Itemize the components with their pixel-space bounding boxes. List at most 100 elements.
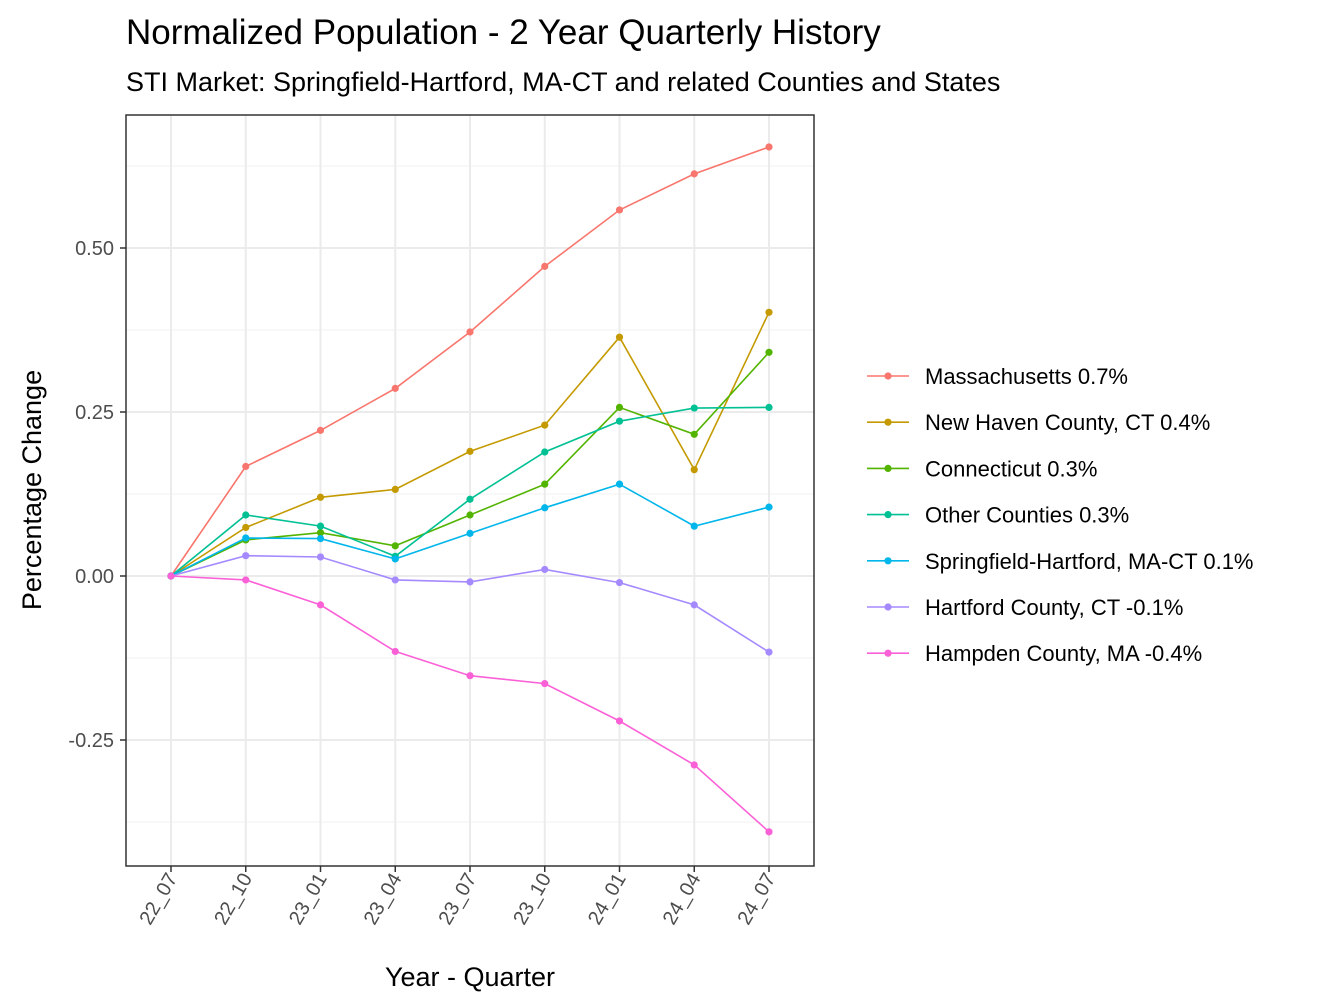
- data-point: [690, 466, 698, 474]
- data-point: [391, 384, 399, 392]
- data-point: [615, 333, 624, 341]
- data-point: [690, 170, 698, 178]
- data-point: [466, 447, 474, 455]
- legend-key-point: [884, 510, 892, 519]
- data-point: [765, 143, 773, 151]
- data-point: [690, 601, 698, 609]
- data-point: [541, 565, 549, 574]
- data-point: [391, 542, 399, 550]
- data-point: [466, 495, 474, 503]
- x-axis-title: Year - Quarter: [385, 962, 555, 992]
- data-point: [391, 555, 399, 563]
- data-point: [466, 578, 474, 586]
- data-point: [690, 430, 698, 438]
- data-point: [316, 529, 325, 537]
- data-point: [615, 403, 624, 412]
- data-point: [242, 576, 250, 584]
- data-point: [541, 480, 549, 488]
- data-point: [391, 485, 399, 494]
- y-tick-label: -0.25: [68, 730, 114, 752]
- data-point: [316, 493, 325, 501]
- data-point: [765, 828, 773, 836]
- series-0: [167, 143, 773, 580]
- legend-key-point: [884, 418, 892, 426]
- y-axis: -0.25 0.00 0.25 0.50: [68, 238, 126, 752]
- legend-item: Connecticut 0.3%: [867, 456, 1097, 481]
- x-tick-label: 24_01: [584, 870, 631, 929]
- data-point: [765, 348, 773, 356]
- data-point: [242, 511, 250, 519]
- data-point: [167, 572, 175, 580]
- x-tick-label: 23_04: [360, 870, 407, 929]
- legend-item: Other Counties 0.3%: [867, 503, 1129, 528]
- legend-label: Other Counties 0.3%: [925, 503, 1129, 528]
- chart-subtitle: STI Market: Springfield-Hartford, MA-CT …: [126, 67, 1000, 97]
- legend-label: Springfield-Hartford, MA-CT 0.1%: [925, 549, 1254, 574]
- data-point: [541, 262, 549, 270]
- legend-key-point: [884, 557, 892, 565]
- data-point: [615, 717, 624, 725]
- data-point: [466, 672, 474, 680]
- data-point: [316, 522, 325, 530]
- data-point: [316, 426, 325, 434]
- legend-item: Hampden County, MA -0.4%: [867, 641, 1202, 666]
- data-point: [690, 404, 698, 412]
- data-point: [541, 448, 549, 456]
- legend-label: Hartford County, CT -0.1%: [925, 595, 1183, 620]
- data-point: [615, 578, 624, 587]
- legend-key-point: [884, 372, 892, 380]
- x-tick-label: 22_10: [210, 870, 257, 929]
- data-point: [466, 511, 474, 519]
- data-point: [316, 553, 325, 561]
- data-point: [242, 462, 250, 471]
- data-point: [316, 535, 325, 543]
- data-point: [765, 308, 773, 316]
- y-tick-label: 0.25: [75, 402, 114, 424]
- data-point: [242, 534, 250, 542]
- data-point: [242, 523, 250, 532]
- plot-panel: [125, 114, 815, 867]
- y-tick-label: 0.00: [75, 566, 114, 588]
- y-tick-label: 0.50: [75, 238, 114, 260]
- data-point: [541, 421, 549, 429]
- legend: Massachusetts 0.7% New Haven County, CT 0…: [867, 364, 1254, 666]
- data-point: [541, 504, 549, 512]
- legend-label: Connecticut 0.3%: [925, 456, 1097, 481]
- legend-label: Hampden County, MA -0.4%: [925, 641, 1202, 666]
- legend-item: New Haven County, CT 0.4%: [867, 410, 1210, 435]
- y-axis-title: Percentage Change: [17, 370, 47, 610]
- data-point: [391, 576, 399, 584]
- x-tick-label: 23_01: [285, 870, 332, 929]
- x-axis: 22_07 22_10 23_01 23_04 23_07 23_10 24_01 24_04…: [135, 866, 780, 929]
- chart-title: Normalized Population - 2 Year Quarterly…: [126, 13, 881, 52]
- legend-item: Massachusetts 0.7%: [867, 364, 1128, 389]
- data-point: [242, 552, 250, 560]
- data-point: [391, 647, 399, 656]
- legend-item: Springfield-Hartford, MA-CT 0.1%: [867, 549, 1254, 574]
- data-point: [615, 206, 624, 214]
- data-point: [690, 522, 698, 530]
- data-point: [765, 503, 773, 511]
- data-point: [316, 601, 325, 609]
- data-point: [765, 648, 773, 656]
- legend-label: New Haven County, CT 0.4%: [925, 410, 1210, 435]
- x-tick-label: 22_07: [135, 870, 182, 929]
- x-tick-label: 24_07: [733, 870, 780, 929]
- data-point: [466, 328, 474, 336]
- legend-key-point: [884, 603, 892, 611]
- legend-key-point: [884, 649, 892, 657]
- x-tick-label: 24_04: [659, 870, 706, 929]
- data-point: [615, 480, 624, 488]
- data-point: [765, 403, 773, 412]
- legend-item: Hartford County, CT -0.1%: [867, 595, 1183, 620]
- data-point: [615, 417, 624, 425]
- data-point: [541, 679, 549, 688]
- x-tick-label: 23_10: [509, 870, 556, 929]
- series-layer: [167, 143, 773, 836]
- x-tick-label: 23_07: [434, 870, 481, 929]
- data-point: [466, 529, 474, 537]
- legend-label: Massachusetts 0.7%: [925, 364, 1128, 389]
- legend-key-point: [884, 464, 892, 472]
- series-6: [167, 572, 773, 836]
